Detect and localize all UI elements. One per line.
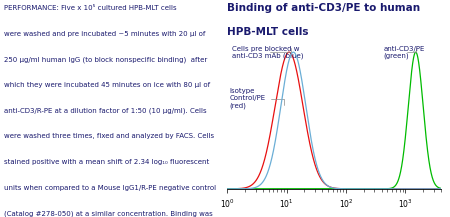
- Text: anti-CD3/PE
(green): anti-CD3/PE (green): [383, 46, 425, 59]
- Text: (Catalog #278-050) at a similar concentration. Binding was: (Catalog #278-050) at a similar concentr…: [4, 210, 213, 217]
- Text: were washed and pre incubated ~5 minutes with 20 μl of: were washed and pre incubated ~5 minutes…: [4, 31, 206, 37]
- Text: Binding of anti-CD3/PE to human: Binding of anti-CD3/PE to human: [227, 3, 420, 13]
- Text: units when compared to a Mouse IgG1/R-PE negative control: units when compared to a Mouse IgG1/R-PE…: [4, 185, 216, 191]
- Text: Isotype
Control/PE
(red): Isotype Control/PE (red): [230, 89, 284, 109]
- Text: 250 μg/ml human IgG (to block nonspecific binding)  after: 250 μg/ml human IgG (to block nonspecifi…: [4, 57, 208, 63]
- Text: anti-CD3/R-PE at a dilution factor of 1:50 (10 μg/ml). Cells: anti-CD3/R-PE at a dilution factor of 1:…: [4, 108, 207, 114]
- Text: PERFORMANCE: Five x 10⁵ cultured HPB-MLT cells: PERFORMANCE: Five x 10⁵ cultured HPB-MLT…: [4, 5, 177, 12]
- Text: stained positive with a mean shift of 2.34 log₁₀ fluorescent: stained positive with a mean shift of 2.…: [4, 159, 210, 165]
- Text: HPB-MLT cells: HPB-MLT cells: [227, 27, 309, 37]
- Text: which they were incubated 45 minutes on ice with 80 μl of: which they were incubated 45 minutes on …: [4, 82, 211, 88]
- Text: were washed three times, fixed and analyzed by FACS. Cells: were washed three times, fixed and analy…: [4, 133, 215, 140]
- Text: Cells pre blocked w
anti-CD3 mAb (blue): Cells pre blocked w anti-CD3 mAb (blue): [231, 46, 303, 59]
